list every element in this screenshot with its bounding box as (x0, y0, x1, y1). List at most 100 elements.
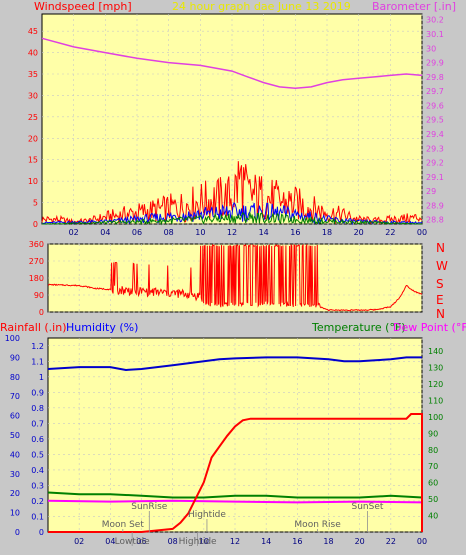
humidity-tick-label: 90 (10, 353, 20, 362)
annotation-label: Hightide (179, 537, 217, 547)
x-tick-label: 22 (386, 537, 396, 546)
windspeed-tick-label: 10 (28, 177, 38, 186)
x-tick-label: 14 (261, 537, 271, 546)
windspeed-tick-label: 45 (28, 27, 38, 36)
temperature-tick-label: 40 (428, 512, 438, 521)
rainfall-tick-label: 1.2 (31, 342, 44, 351)
compass-letter: E (436, 293, 444, 307)
x-tick-label: 18 (323, 537, 333, 546)
humidity-series (47, 356, 422, 372)
x-tick-label: 06 (132, 228, 142, 237)
dewpoint-series (47, 499, 423, 504)
rainfall-axis-title: Rainfall (.in) (0, 321, 67, 334)
rainfall-tick-label: 0.4 (31, 466, 44, 475)
rainfall-tick-label: 0.8 (31, 404, 44, 413)
x-tick-label: 18 (322, 228, 332, 237)
x-tick-label: 06 (136, 537, 146, 546)
direction-tick-label: 180 (29, 274, 44, 283)
windspeed-tick-label: 15 (28, 156, 38, 165)
barometer-tick-label: 30 (426, 44, 436, 53)
barometer-tick-label: 29.5 (426, 116, 444, 125)
x-tick-label: 22 (385, 228, 395, 237)
barometer-axis-title: Barometer [.in] (372, 0, 456, 13)
barometer-tick-label: 29.6 (426, 101, 444, 110)
windspeed-tick-label: 40 (28, 49, 38, 58)
x-tick-label: 10 (195, 228, 205, 237)
annotation-label: SunRise (131, 502, 168, 512)
humidity-tick-label: 100 (5, 334, 20, 343)
rainfall-tick-label: 0.1 (31, 512, 44, 521)
x-tick-label: 04 (100, 228, 110, 237)
barometer-tick-label: 28.9 (426, 201, 444, 210)
direction-tick-label: 270 (29, 257, 44, 266)
temperature-tick-label: 80 (428, 446, 438, 455)
humidity-tick-label: 0 (15, 528, 20, 537)
temperature-axis-title: Temperature (°F) (311, 321, 406, 334)
x-tick-label: 12 (230, 537, 240, 546)
dewpoint-axis-title: Dew Point (°F) (393, 321, 466, 334)
x-tick-label: 16 (292, 537, 302, 546)
barometer-tick-label: 28.8 (426, 216, 444, 225)
humidity-axis-title: Humidity (%) (66, 321, 138, 334)
temperature-tick-label: 140 (428, 347, 443, 356)
rainfall-tick-label: 0.6 (31, 435, 44, 444)
annotation-label: Lowtide (115, 537, 150, 547)
barometer-tick-label: 29.2 (426, 159, 444, 168)
wind-barometer-panel: 0 5 10 15 20 25 30 35 40 45 28.8 28.9 29 29.1 29.2 29.3… (28, 0, 456, 237)
temperature-series (47, 491, 423, 499)
x-tick-label: 04 (105, 537, 115, 546)
humidity-tick-label: 20 (10, 489, 20, 498)
humidity-tick-label: 80 (10, 373, 20, 382)
x-tick-label: 12 (227, 228, 237, 237)
barometer-tick-label: 29 (426, 187, 436, 196)
barometer-series (41, 37, 423, 90)
temperature-tick-label: 110 (428, 396, 443, 405)
humidity-tick-label: 30 (10, 470, 20, 479)
humidity-tick-label: 70 (10, 392, 20, 401)
rainfall-tick-label: 0 (39, 528, 44, 537)
x-tick-label: 00 (417, 228, 427, 237)
x-tick-label: 20 (354, 228, 364, 237)
barometer-tick-label: 30.1 (426, 30, 444, 39)
humidity-tick-label: 10 (10, 509, 20, 518)
wind-low-series (42, 212, 423, 226)
temperature-tick-label: 120 (428, 380, 443, 389)
annotation-label: Moon Set (102, 520, 145, 530)
windspeed-tick-label: 30 (28, 91, 38, 100)
barometer-tick-label: 29.8 (426, 73, 444, 82)
rainfall-tick-label: 0.5 (31, 450, 44, 459)
rainfall-tick-label: 0.2 (31, 497, 44, 506)
chart-title: 24 hour graph dae June 13 2019 (172, 0, 351, 13)
windspeed-tick-label: 0 (33, 220, 38, 229)
annotation-label: Moon Rise (294, 520, 341, 530)
x-tick-label: 10 (199, 537, 209, 546)
barometer-tick-label: 30.2 (426, 16, 444, 25)
compass-letter: W (436, 259, 448, 273)
barometer-tick-label: 29.3 (426, 144, 444, 153)
temperature-tick-label: 130 (428, 364, 443, 373)
windspeed-tick-label: 25 (28, 113, 38, 122)
windspeed-tick-label: 5 (33, 199, 38, 208)
x-tick-label: 20 (355, 537, 365, 546)
x-tick-label: 16 (290, 228, 300, 237)
annotation-label: SunSet (352, 502, 384, 512)
temperature-tick-label: 90 (428, 429, 438, 438)
rainfall-tick-label: 0.9 (31, 388, 44, 397)
barometer-tick-label: 29.7 (426, 87, 444, 96)
temperature-tick-label: 70 (428, 462, 438, 471)
windspeed-tick-label: 20 (28, 134, 38, 143)
windspeed-tick-label: 35 (28, 70, 38, 79)
x-tick-label: 02 (69, 228, 79, 237)
x-tick-label: 08 (164, 228, 174, 237)
temperature-tick-label: 100 (428, 413, 443, 422)
barometer-tick-label: 29.1 (426, 173, 444, 182)
humidity-tick-label: 60 (10, 412, 20, 421)
compass-letter: N (436, 241, 445, 255)
compass-letter: S (436, 277, 444, 291)
rainfall-tick-label: 0.3 (31, 481, 44, 490)
direction-tick-label: 90 (34, 291, 44, 300)
x-tick-label: 02 (74, 537, 84, 546)
rainfall-tick-label: 0.7 (31, 419, 44, 428)
windspeed-axis-title: Windspeed [mph] (34, 0, 132, 13)
